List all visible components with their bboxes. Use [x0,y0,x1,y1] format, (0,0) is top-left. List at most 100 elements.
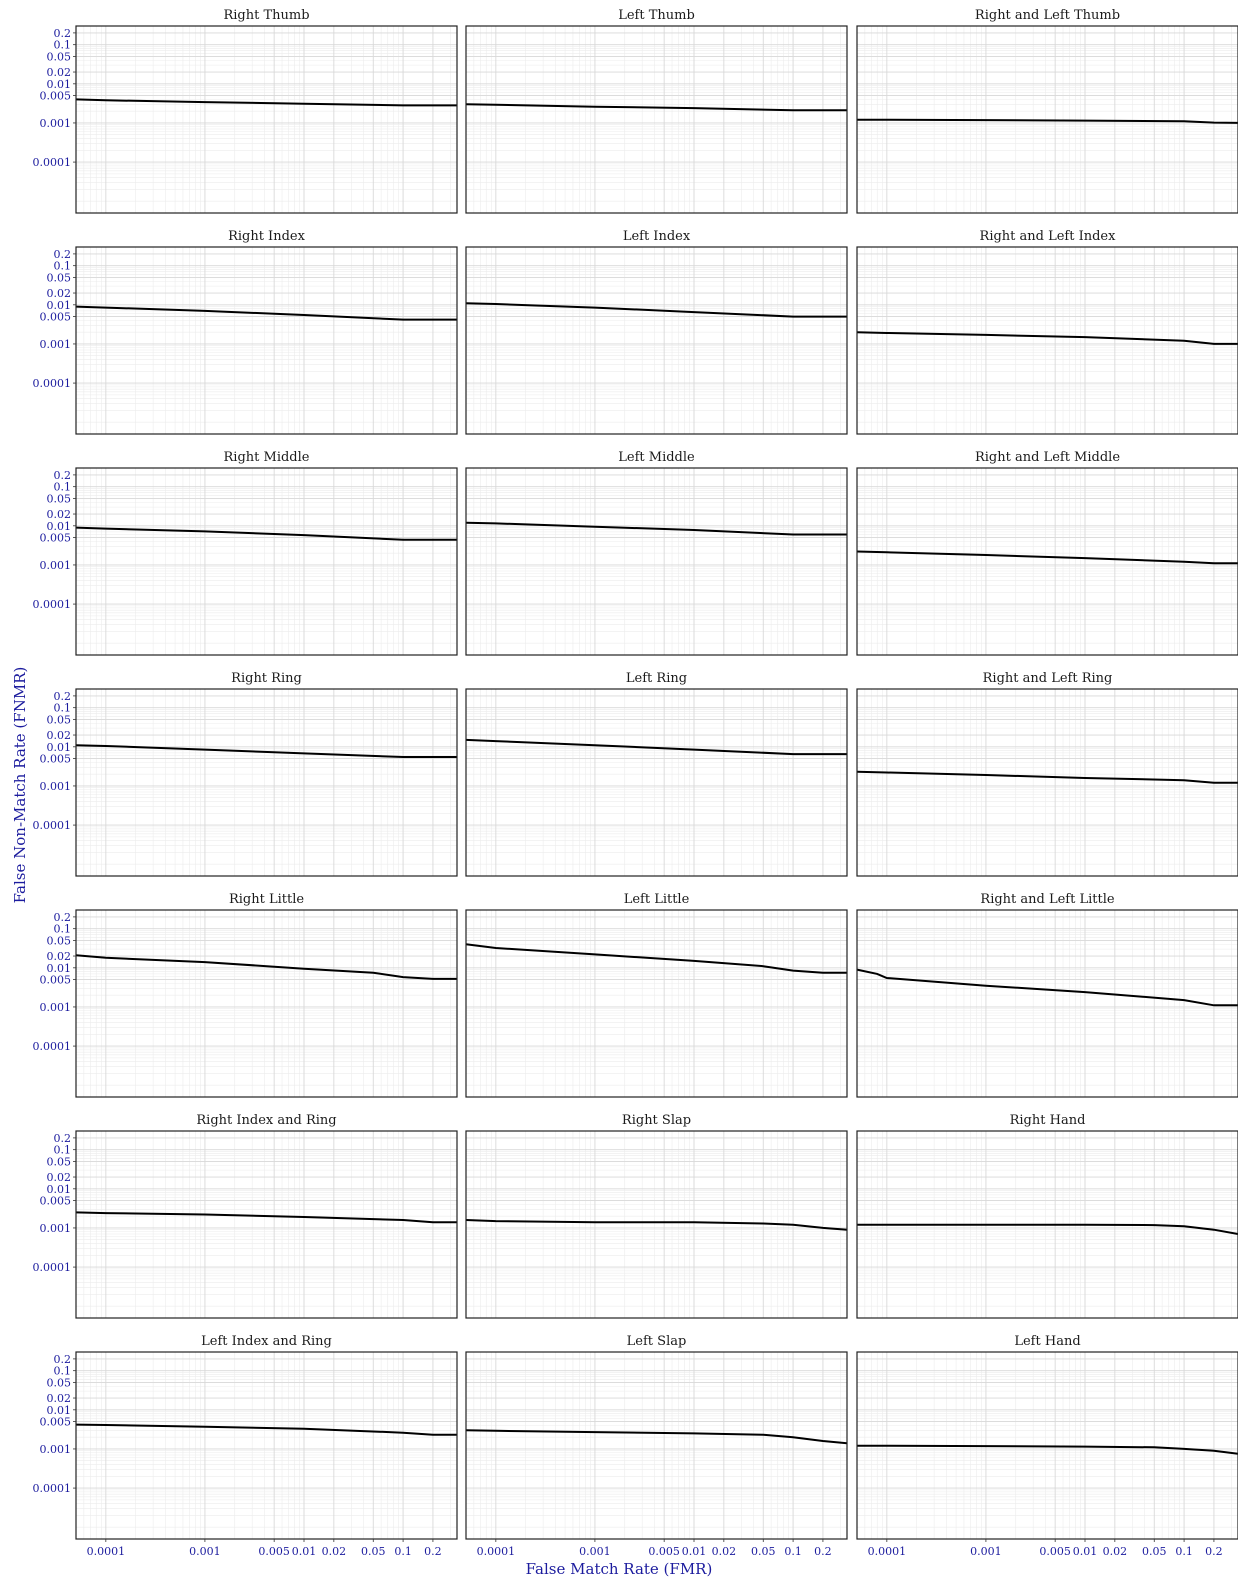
panel-frame [75,246,458,435]
x-tick-label: 0.1 [394,1545,412,1558]
series-line [465,103,847,112]
y-tick-label: 0.01 [47,962,72,975]
panel-frame [856,688,1238,877]
x-tick-label: 0.1 [784,1545,802,1558]
y-tick-label: 0.02 [47,729,72,742]
panel: Right Ring 0.20.10.05 0.020.010.005 0.001 0.… [33,671,458,877]
series-line [857,1444,1238,1455]
panel-frame [75,1130,458,1319]
panel-frame [75,1351,458,1540]
panel: Right and Left Index [856,229,1238,435]
y-tick-label: 0.005 [40,532,72,545]
y-tick-label: 0.2 [54,469,72,482]
panel-frame [75,688,458,877]
panel: Right Little 0.20.10.05 0.020.010.005 0.001… [33,892,458,1098]
y-tick-label: 0.001 [40,117,72,130]
x-tick-label: 0.01 [682,1545,707,1558]
panel: Left Thumb [465,8,848,214]
y-tick-label: 0.01 [47,1404,72,1417]
panel-frame [465,1130,848,1319]
y-tick-label: 0.001 [40,559,72,572]
panel-title: Right and Left Ring [983,671,1113,686]
x-tick-label: 0.001 [189,1545,221,1558]
panel-title: Left Slap [627,1334,687,1349]
panel: Left Ring [465,671,848,877]
y-tick-label: 0.2 [54,911,72,924]
y-tick-label: 0.02 [47,950,72,963]
y-tick-label: 0.02 [47,508,72,521]
panel-frame [856,909,1238,1098]
y-tick-label: 0.0001 [33,377,72,390]
x-tick-label: 0.2 [424,1545,442,1558]
y-tick-label: 0.1 [54,481,72,494]
x-tick-label: 0.05 [751,1545,776,1558]
y-tick-label: 0.0001 [33,598,72,611]
x-tick-label: 0.02 [712,1545,737,1558]
panel: Right Middle 0.20.10.05 0.020.010.005 0.001… [33,450,458,656]
y-tick-label: 0.05 [47,271,72,284]
y-axis-title: False Non-Match Rate (FNMR) [11,666,29,904]
series-line [856,331,1238,345]
panel: Right Slap [465,1113,848,1319]
series-line [465,943,847,974]
y-tick-label: 0.02 [47,1171,72,1184]
x-tick-label: 0.02 [1103,1545,1128,1558]
panel: Left Little [465,892,848,1098]
panel-title: Right Little [229,892,304,907]
x-tick-label: 0.005 [648,1545,680,1558]
y-tick-label: 0.1 [54,923,72,936]
y-tick-label: 0.005 [40,753,72,766]
panel-title: Right and Left Index [980,229,1117,244]
y-tick-label: 0.005 [40,1195,72,1208]
x-tick-label: 0.05 [1142,1545,1167,1558]
x-tick-label: 0.05 [361,1545,386,1558]
series-line [857,118,1238,124]
panel-title: Right Hand [1010,1113,1086,1128]
series-line [75,98,457,107]
panel-title: Right Thumb [223,8,309,23]
panel-title: Left Index [623,229,691,244]
y-tick-label: 0.01 [47,78,72,91]
y-tick-label: 0.005 [40,1416,72,1429]
panel: Right Index 0.20.10.05 0.020.010.005 0.001 0… [33,229,458,435]
panel-frame [75,25,458,214]
panel: Right and Left Little [856,892,1238,1098]
series-line [465,1429,848,1445]
x-tick-label: 0.005 [258,1545,290,1558]
panel-frame [856,1351,1238,1540]
y-tick-label: 0.1 [54,260,72,273]
series-line [465,738,847,756]
y-tick-label: 0.02 [47,287,72,300]
panel: Right and Left Thumb [856,8,1238,214]
x-tick-label: 0.001 [970,1545,1002,1558]
panel-frame [465,909,848,1098]
x-tick-label: 0.001 [579,1545,611,1558]
panel-frame [465,25,848,214]
panel-title: Left Index and Ring [201,1334,332,1349]
panel-title: Left Thumb [618,8,695,23]
y-tick-label: 0.005 [40,90,72,103]
panel-title: Right Index and Ring [196,1113,336,1128]
y-tick-label: 0.1 [54,1144,72,1157]
panel-frame [465,1351,848,1540]
panel-frame [856,1130,1238,1319]
panel: Right and Left Ring [856,671,1238,877]
panel-frame [465,246,848,435]
x-tick-label: 0.1 [1175,1545,1193,1558]
panel: Right and Left Middle [856,450,1238,656]
x-tick-label: 0.0001 [868,1545,907,1558]
panel-title: Right and Left Middle [975,450,1120,465]
panel-title: Right and Left Little [980,892,1114,907]
y-tick-label: 0.001 [40,1001,72,1014]
panel: Left Hand 0.0001 0.001 0.005 0.01 0.02 0.05 0.1… [856,1334,1238,1558]
y-tick-label: 0.02 [47,66,72,79]
panel: Left Index and Ring0.20.10.050.020.010.0… [33,1334,458,1558]
series-line [465,302,847,318]
panel-frame [75,467,458,656]
y-tick-label: 0.05 [47,934,72,947]
series-line [75,954,457,980]
panel: Right Index and Ring0.20.10.050.020.010.… [33,1113,458,1319]
panel-title: Right Middle [224,450,310,465]
series-line [75,526,457,541]
